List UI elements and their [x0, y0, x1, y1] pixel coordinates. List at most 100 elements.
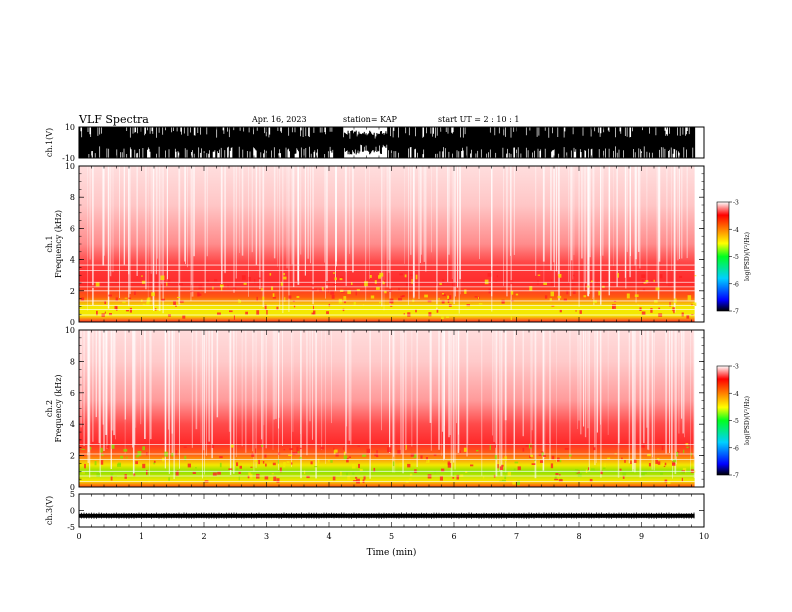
spectrogram-ch2-streak — [693, 330, 695, 479]
spectrogram-ch1-streak — [325, 166, 326, 299]
spectrogram-ch2-streak — [171, 330, 174, 454]
spectrogram-ch1-speckle — [227, 284, 229, 288]
spectrogram-ch1-speckle — [221, 285, 223, 291]
spectrogram-ch2-speckle — [577, 473, 582, 477]
spectrogram-ch2-speckle — [184, 455, 187, 461]
spectrogram-ch2-speckle — [117, 463, 121, 467]
spectrogram-ch1-streak — [629, 166, 631, 278]
y-tick-label: 10 — [65, 326, 75, 335]
spectrogram-ch2-streak — [203, 330, 205, 451]
spectrogram-ch2-streak — [682, 330, 684, 434]
spectrogram-ch1-speckle — [311, 284, 315, 288]
spectrogram-ch2-streak — [588, 330, 590, 472]
spectrogram-ch1-speckle — [543, 282, 547, 285]
spectrogram-ch1-streak — [419, 166, 421, 263]
spectrogram-ch1-speckle — [370, 295, 375, 299]
spectrogram-ch2-speckle — [313, 480, 315, 482]
y-tick-label: 6 — [70, 389, 75, 398]
spectrogram-ch2-speckle — [363, 475, 366, 480]
spectrogram-ch1-speckle — [291, 281, 293, 285]
spectrogram-ch1-speckle — [128, 297, 132, 299]
spectrogram-ch2-speckle — [554, 476, 557, 479]
spectrogram-ch2-streak — [309, 330, 311, 422]
spectrogram-ch2-streak — [103, 330, 105, 452]
spectrogram-ch1-speckle — [266, 310, 268, 315]
spectrogram-ch2-streak — [179, 330, 180, 469]
spectrogram-ch2-streak — [265, 330, 267, 449]
spectrogram-ch2-streak — [261, 330, 264, 460]
spectrogram-ch2-speckle — [554, 478, 559, 481]
spectrogram-ch2-streak — [389, 330, 391, 453]
spectrogram-ch2-streak — [402, 330, 404, 474]
spectrogram-ch2-speckle — [192, 471, 196, 474]
spectrogram-ch2-speckle — [655, 459, 658, 464]
spectrogram-ch2-speckle — [663, 463, 665, 466]
spectrogram-ch1-streak — [479, 166, 480, 260]
spectrogram-ch2-streak — [542, 330, 545, 471]
spectrogram-ch2-speckle — [593, 469, 596, 472]
spectrogram-ch1-speckle — [654, 300, 658, 303]
spectrogram-ch1-streak — [300, 166, 302, 255]
spectrogram-ch1-streak — [344, 166, 347, 272]
spectrogram-ch2-speckle — [667, 480, 671, 484]
spectrogram-ch1-speckle — [424, 294, 428, 298]
spectrogram-ch1-speckle — [641, 279, 644, 284]
spectrogram-ch2-streak — [652, 330, 653, 458]
spectrogram-ch2-streak — [208, 330, 210, 442]
spectrogram-ch1-streak — [503, 166, 504, 286]
spectrogram-ch2-speckle — [175, 471, 179, 476]
spectrogram-ch1-speckle — [134, 290, 136, 295]
spectrogram-ch1-streak — [369, 166, 370, 280]
spectrogram-ch2-streak — [98, 330, 101, 444]
spectrogram-ch2-speckle — [212, 472, 217, 476]
spectrogram-ch2-streak — [393, 330, 395, 457]
spectrogram-ch1-streak — [92, 166, 94, 306]
spectrogram-ch2-speckle — [101, 454, 104, 456]
spectrogram-ch2-speckle — [106, 445, 109, 449]
spectrogram-ch1-streak — [491, 166, 493, 268]
spectrogram-ch2-streak — [499, 330, 501, 472]
spectrogram-ch1-streak — [413, 166, 415, 297]
spectrogram-ch2-streak — [233, 330, 235, 474]
spectrogram-ch1-speckle — [642, 288, 646, 291]
spectrogram-ch1-speckle — [390, 305, 393, 307]
spectrogram-ch2-speckle — [633, 459, 637, 463]
spectrogram-ch1-speckle — [669, 301, 671, 307]
spectrogram-ch1-streak — [425, 166, 427, 272]
spectrogram-ch2-streak — [443, 330, 445, 461]
spectrogram-ch1-speckle — [405, 282, 408, 287]
spectrogram-ch1-speckle — [537, 274, 541, 276]
spectrogram-ch1-speckle — [379, 307, 382, 311]
spectrogram-ch1-speckle — [197, 293, 202, 296]
spectrogram-ch2-streak — [676, 330, 677, 465]
spectrogram-ch2-colorbar — [717, 366, 729, 475]
spectrogram-ch2-streak — [300, 330, 301, 435]
spectrogram-ch1-streak — [288, 166, 290, 312]
spectrogram-ch2-streak — [236, 330, 237, 458]
spectrogram-ch1-speckle — [147, 297, 151, 303]
spectrogram-ch1-streak — [506, 166, 508, 297]
spectrogram-ch1-speckle — [593, 300, 597, 303]
spectrogram-ch2-speckle — [262, 461, 265, 464]
spectrogram-ch1-streak — [625, 166, 627, 289]
spectrogram-ch2-speckle — [251, 453, 255, 457]
spectrogram-ch1-streak — [255, 166, 258, 265]
colorbar-tick-label: -7 — [733, 309, 739, 316]
spectrogram-ch2-speckle — [407, 463, 411, 468]
spectrogram-ch2-speckle — [289, 448, 294, 451]
spectrogram-ch2-speckle — [513, 468, 516, 472]
spectrogram-ch2-streak — [544, 330, 546, 458]
spectrogram-ch2-streak — [556, 330, 557, 463]
spectrogram-ch1-streak — [293, 166, 295, 288]
spectrogram-ch2-streak — [300, 330, 302, 479]
spectrogram-ch2-speckle — [238, 476, 240, 481]
spectrogram-ch2-streak — [665, 330, 667, 454]
spectrogram-ch2-speckle — [255, 448, 257, 454]
spectrogram-ch2-speckle — [397, 449, 401, 455]
spectrogram-ch1-streak — [178, 166, 181, 305]
spectrogram-ch1-speckle — [104, 311, 106, 314]
spectrogram-ch1-speckle — [166, 279, 171, 284]
spectrogram-ch2-speckle — [358, 463, 360, 469]
spectrogram-ch2-streak — [583, 330, 585, 427]
spectrogram-ch1-streak — [324, 166, 325, 263]
